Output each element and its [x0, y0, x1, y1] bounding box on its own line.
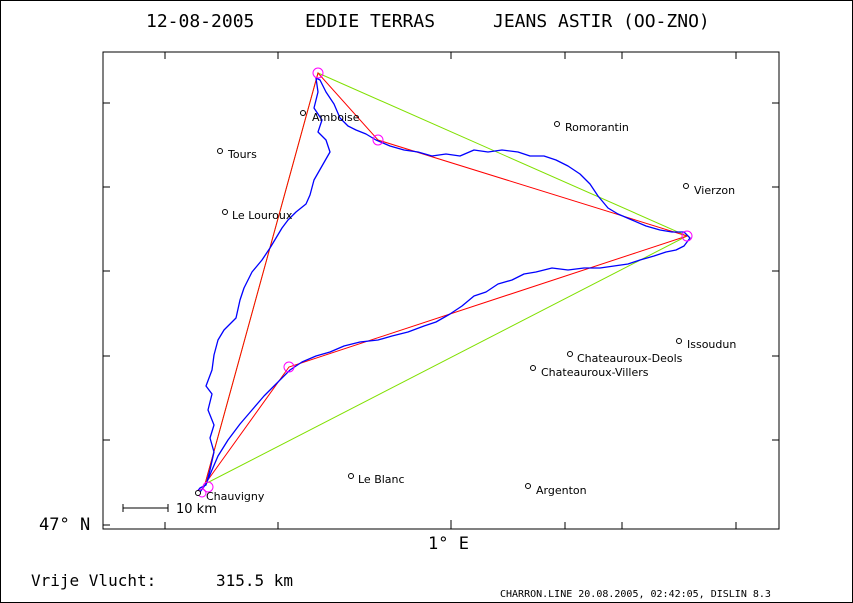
town-marker-vierzon	[683, 183, 689, 189]
optimized-route	[204, 71, 689, 485]
pilot-name: EDDIE TERRAS	[305, 11, 435, 32]
turnpoints	[197, 67, 693, 498]
distance-value: 315.5 km	[216, 571, 293, 590]
footer-info: CHARRON.LINE 20.08.2005, 02:42:05, DISLI…	[500, 589, 771, 600]
town-label-argenton: Argenton	[536, 484, 587, 497]
lon-ticks	[164, 52, 737, 529]
glider-name: JEANS ASTIR (OO-ZNO)	[493, 11, 710, 32]
lon-axis-label: 1° E	[428, 534, 469, 554]
turnpoint-marker	[202, 481, 214, 493]
town-label-amboise: Amboise	[312, 111, 360, 124]
plot-border	[102, 51, 780, 530]
turnpoint-marker	[283, 361, 295, 373]
scale-bar	[122, 504, 169, 512]
town-label-chateauroux-villers: Chateauroux-Villers	[541, 366, 649, 379]
town-label-romorantin: Romorantin	[565, 121, 629, 134]
town-label-tours: Tours	[227, 148, 257, 161]
town-label-issoudun: Issoudun	[687, 338, 736, 351]
town-marker-le-blanc	[348, 473, 354, 479]
town-label-le-louroux: Le Louroux	[232, 209, 293, 222]
town-markers	[195, 110, 689, 496]
fai-triangle	[204, 72, 689, 485]
town-marker-le-louroux	[222, 209, 228, 215]
town-labels: Amboise Romorantin Tours Vierzon Le Lour…	[206, 111, 736, 503]
town-label-vierzon: Vierzon	[694, 184, 735, 197]
town-marker-tours	[217, 148, 223, 154]
distance-label: Vrije Vlucht:	[31, 571, 156, 590]
town-label-chauvigny: Chauvigny	[206, 490, 265, 503]
lat-ticks	[103, 102, 779, 526]
town-marker-chauvigny	[195, 490, 201, 496]
scale-bar-label: 10 km	[176, 502, 217, 517]
town-marker-argenton	[525, 483, 531, 489]
town-marker-issoudun	[676, 338, 682, 344]
flight-date: 12-08-2005	[146, 11, 254, 32]
town-marker-chateauroux-villers	[530, 365, 536, 371]
gps-track	[195, 77, 691, 496]
turnpoint-marker	[312, 67, 324, 79]
town-label-chateauroux-deols: Chateauroux-Deols	[577, 352, 683, 365]
lat-axis-label: 47° N	[39, 515, 90, 535]
turnpoint-marker	[681, 230, 693, 242]
town-marker-chateauroux-deols	[567, 351, 573, 357]
turnpoint-marker	[372, 134, 384, 146]
town-label-le-blanc: Le Blanc	[358, 473, 405, 486]
town-marker-amboise	[300, 110, 306, 116]
town-marker-romorantin	[554, 121, 560, 127]
